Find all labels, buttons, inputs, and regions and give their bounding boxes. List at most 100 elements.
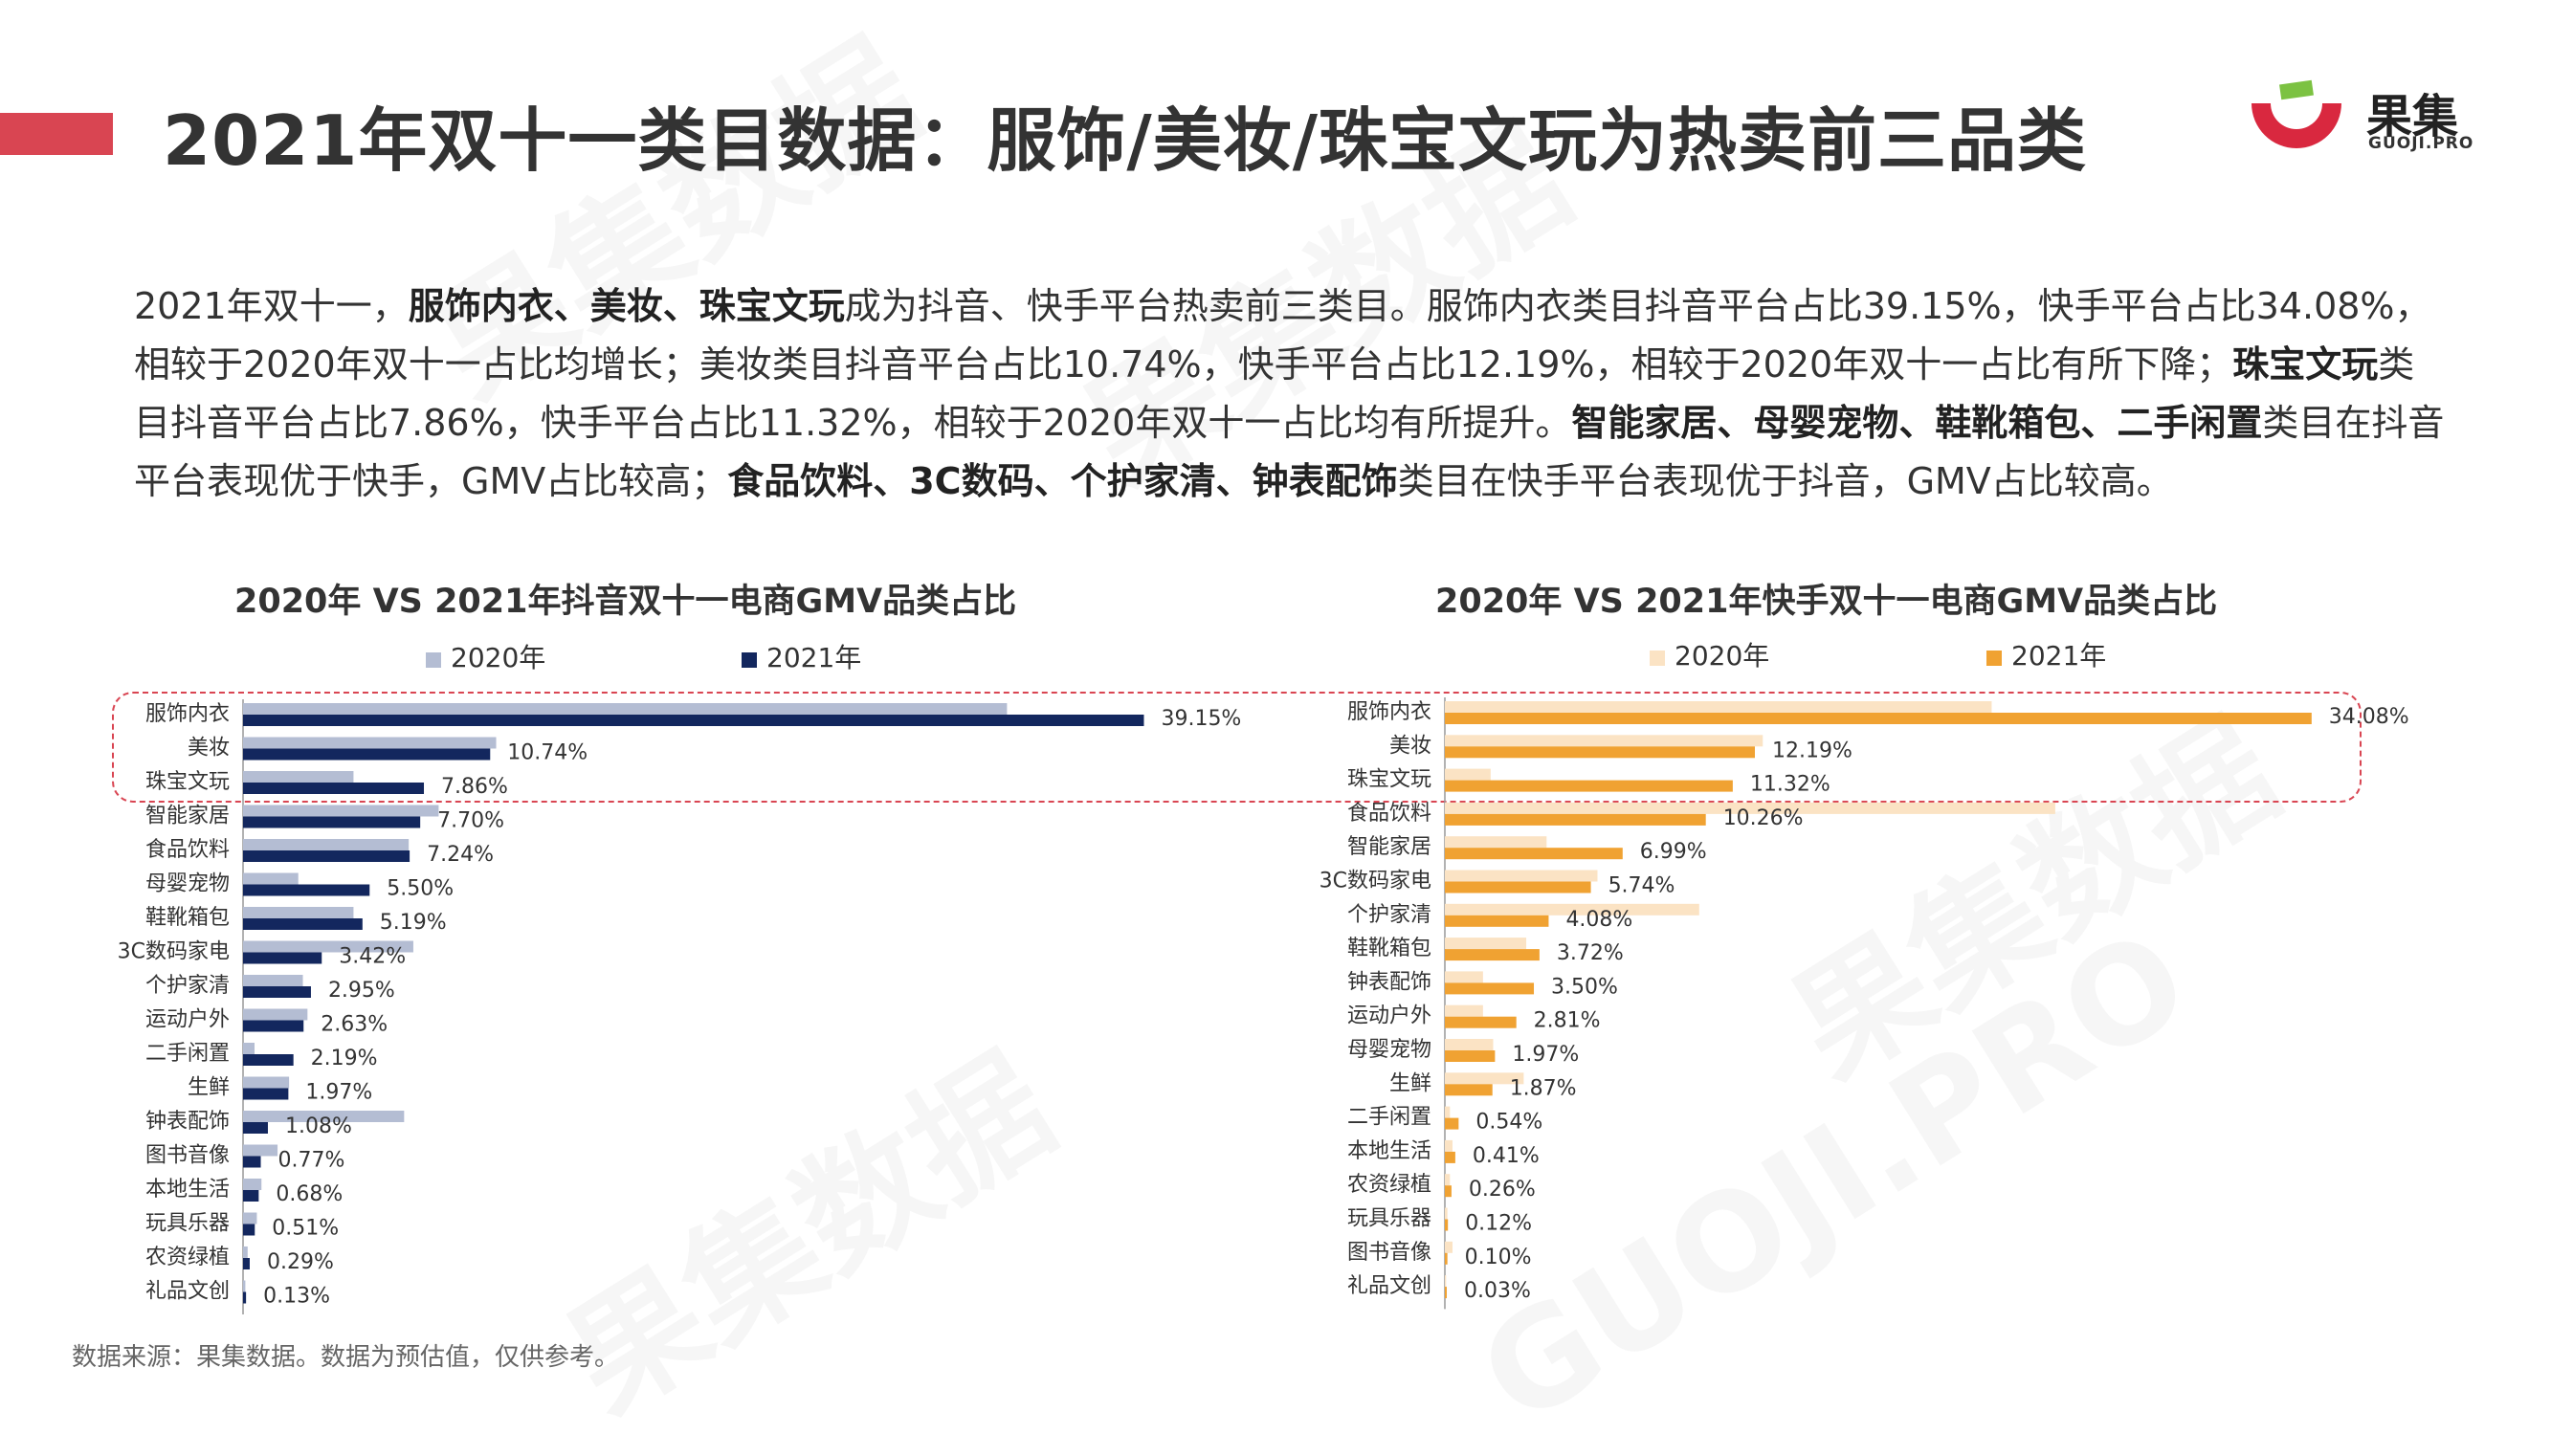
bar-2021 <box>243 1020 304 1032</box>
category-label: 图书音像 <box>1347 1241 1431 1265</box>
category-label: 食品饮料 <box>1347 802 1431 826</box>
bar-2020 <box>243 1179 262 1190</box>
bar-2021 <box>243 1258 250 1269</box>
data-label: 5.19% <box>380 911 447 935</box>
bar-2021 <box>243 952 322 964</box>
bar-2020 <box>243 1111 405 1122</box>
data-label: 0.68% <box>276 1182 343 1206</box>
bar-2020 <box>243 771 354 783</box>
category-label: 美妆 <box>1389 734 1431 758</box>
data-label: 7.70% <box>437 809 504 833</box>
bar-2021 <box>243 748 491 761</box>
intro-text: 类目抖音平台占比7.86%，快手平台占比11.32%，相较于2020年双十一占比… <box>134 343 2415 444</box>
category-label: 3C数码家电 <box>1320 870 1431 893</box>
bar-2021 <box>243 884 370 896</box>
bar-2021 <box>1445 949 1540 961</box>
category-label: 礼品文创 <box>1347 1274 1431 1298</box>
category-label: 服饰内衣 <box>145 702 230 726</box>
bar-2020 <box>1445 1139 1453 1152</box>
bar-2020 <box>243 1008 308 1021</box>
bar-2021 <box>1445 780 1733 792</box>
intro-bold-text: 珠宝文玩 <box>2232 343 2379 386</box>
data-label: 1.97% <box>305 1081 372 1105</box>
logo-cn-text: 果集 <box>2366 90 2459 143</box>
data-label: 7.24% <box>427 843 494 867</box>
bar-2020 <box>1445 1106 1451 1118</box>
data-label: 2.19% <box>311 1047 378 1070</box>
category-label: 礼品文创 <box>145 1280 230 1304</box>
category-label: 二手闲置 <box>145 1042 230 1066</box>
bar-2020 <box>1445 1241 1453 1253</box>
bar-2021 <box>1445 1252 1448 1265</box>
data-label: 0.26% <box>1469 1178 1536 1202</box>
data-label: 34.08% <box>2329 705 2409 729</box>
bar-2020 <box>1445 938 1527 950</box>
bar-2021 <box>1445 1050 1496 1062</box>
intro-bold-text: 智能家居、母婴宠物、鞋靴箱包、二手闲置 <box>1571 402 2263 444</box>
category-label: 珠宝文玩 <box>145 770 230 794</box>
legend-swatch <box>742 652 757 668</box>
data-label: 1.08% <box>285 1114 352 1138</box>
bar-2021 <box>243 918 363 930</box>
chart-title-douyin: 2020年 VS 2021年抖音双十一电商GMV品类占比 <box>234 583 1017 621</box>
data-label: 39.15% <box>1161 707 1241 731</box>
data-label: 2.63% <box>321 1013 388 1037</box>
legend-swatch <box>1986 651 2002 666</box>
bar-2021 <box>1445 982 1535 995</box>
page-title: 2021年双十一类目数据：服饰/美妆/珠宝文玩为热卖前三品类 <box>163 100 2087 181</box>
intro-text: 类目在抖音平台表现优于快手，GMV占比较高； <box>134 402 2445 502</box>
data-label: 6.99% <box>1640 840 1707 864</box>
bar-2021 <box>243 1190 259 1202</box>
bar-2020 <box>1445 870 1598 882</box>
bar-2020 <box>1445 1275 1447 1288</box>
bar-2020 <box>243 703 1008 715</box>
bar-2020 <box>243 907 354 918</box>
bar-2021 <box>243 816 421 828</box>
bar-2020 <box>243 1212 257 1224</box>
bar-2021 <box>1445 881 1591 893</box>
logo-en-text: GUOJI.PRO <box>2368 134 2474 153</box>
category-label: 服饰内衣 <box>1347 700 1431 724</box>
data-label: 0.29% <box>267 1250 334 1274</box>
chart-title-kuaishou: 2020年 VS 2021年快手双十一电商GMV品类占比 <box>1435 583 2218 621</box>
category-label: 美妆 <box>188 737 230 761</box>
legend-label: 2021年 <box>766 642 861 673</box>
legend-label: 2020年 <box>1675 640 1769 672</box>
category-label: 鞋靴箱包 <box>145 906 230 930</box>
data-label: 7.86% <box>441 775 508 799</box>
bar-2021 <box>1445 915 1549 927</box>
category-label: 生鲜 <box>188 1076 230 1100</box>
bar-2021 <box>243 1122 268 1134</box>
bar-2021 <box>1445 1117 1459 1130</box>
intro-paragraph: 2021年双十一，服饰内衣、美妆、珠宝文玩成为抖音、快手平台热卖前三类目。服饰内… <box>134 277 2450 511</box>
bar-2021 <box>243 1224 255 1236</box>
data-label: 0.13% <box>263 1285 330 1309</box>
category-label: 本地生活 <box>1347 1139 1431 1163</box>
bar-2021 <box>1445 1185 1452 1198</box>
bar-2020 <box>1445 1072 1524 1085</box>
bar-2020 <box>243 1076 290 1089</box>
legend-label: 2020年 <box>451 642 545 673</box>
data-label: 0.51% <box>272 1217 339 1241</box>
bar-2021 <box>1445 1287 1447 1299</box>
bar-2020 <box>243 940 413 953</box>
category-label: 玩具乐器 <box>1347 1207 1431 1231</box>
bar-2021 <box>243 1156 261 1168</box>
data-label: 0.12% <box>1465 1212 1532 1236</box>
data-label: 0.41% <box>1473 1144 1540 1168</box>
category-label: 运动户外 <box>1347 1004 1431 1028</box>
bar-2020 <box>1445 971 1483 983</box>
bar-2021 <box>1445 1151 1455 1163</box>
bar-2020 <box>1445 802 2055 814</box>
bar-2020 <box>1445 1004 1483 1017</box>
bar-2020 <box>243 872 299 885</box>
category-label: 本地生活 <box>145 1178 230 1202</box>
bar-2021 <box>1445 813 1706 826</box>
bar-2020 <box>1445 903 1699 916</box>
data-label: 12.19% <box>1772 739 1852 762</box>
bar-2021 <box>1445 1219 1449 1231</box>
top3-highlight-box <box>112 692 2362 803</box>
category-label: 智能家居 <box>1347 835 1431 859</box>
data-label: 10.74% <box>507 741 588 765</box>
brand-logo: 果集 GUOJI.PRO <box>2244 77 2473 163</box>
